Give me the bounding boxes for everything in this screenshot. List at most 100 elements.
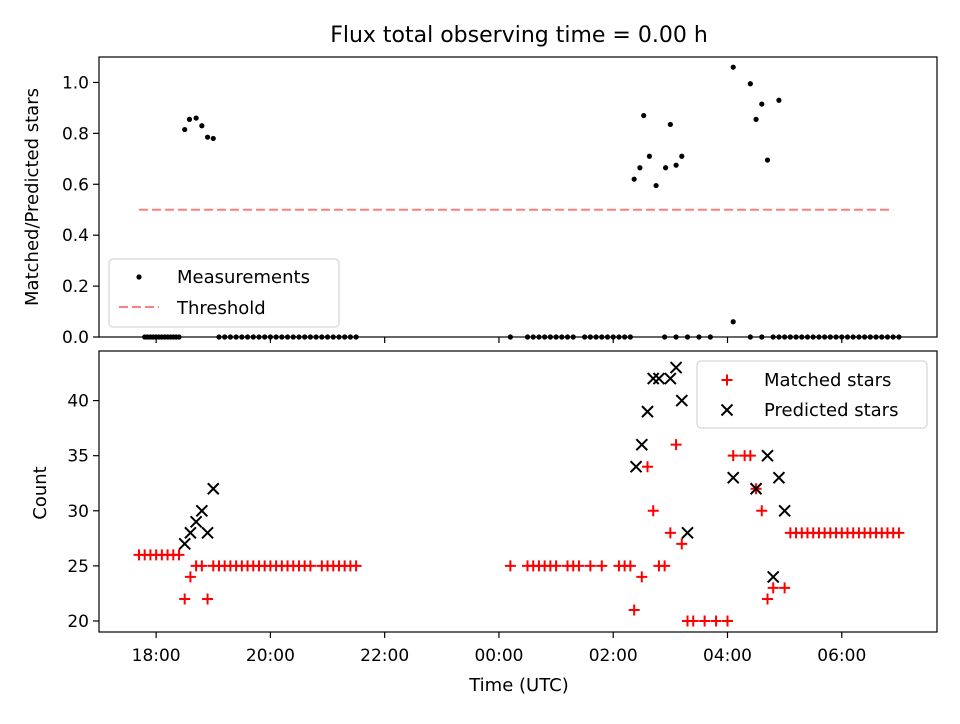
x-tick-label: 20:00: [246, 646, 295, 666]
measurement-point: [210, 135, 216, 142]
predicted-star-point: [635, 438, 649, 451]
matched-star-point: [767, 582, 779, 594]
x-axis: 18:00 20:00 22:00 00:00 02:00 04:00 06:00: [132, 646, 867, 666]
legend-predicted-marker: [720, 403, 734, 417]
matched-star-point: [584, 560, 596, 572]
bottom-y-axis-label: Count: [30, 466, 51, 519]
bottom-y-tick-label: 35: [67, 447, 89, 467]
x-axis-label: Time (UTC): [468, 675, 569, 696]
matched-star-point: [893, 527, 905, 539]
bottom-legend: Matched stars Predicted stars: [696, 360, 928, 429]
measurement-point: [186, 116, 193, 122]
matched-star-point: [727, 450, 739, 462]
bottom-y-tick-label: 25: [67, 557, 89, 577]
predicted-star-point: [207, 482, 220, 495]
predicted-star-point: [629, 460, 643, 473]
matched-star-point: [659, 560, 671, 572]
legend-matched-marker: [721, 374, 733, 386]
bottom-axes-frame: [98, 350, 938, 633]
x-tick-label: 06:00: [817, 646, 866, 666]
predicted-star-point: [664, 372, 677, 385]
predicted-star-point: [195, 504, 209, 517]
predicted-star-point: [201, 526, 214, 540]
predicted-star-point: [652, 372, 666, 385]
matched-star-point: [779, 582, 791, 594]
predicted-star-point: [772, 471, 786, 484]
predicted-star-point: [761, 449, 774, 462]
measurement-point: [653, 182, 659, 189]
matched-star-point: [756, 505, 768, 517]
measurement-point: [730, 319, 736, 325]
predicted-star-point: [184, 526, 197, 540]
predicted-star-point: [727, 471, 740, 484]
predicted-star-point: [641, 405, 654, 418]
measurement-point: [204, 134, 211, 140]
matched-star-point: [304, 560, 316, 572]
measurement-point: [730, 64, 736, 70]
matched-star-point: [722, 615, 733, 627]
matched-star-point: [710, 615, 722, 627]
matched-star-point: [173, 549, 185, 561]
measurement-point: [764, 157, 771, 163]
matched-star-point: [761, 593, 773, 605]
matched-star-point: [744, 450, 756, 462]
x-tick-label: 18:00: [132, 646, 181, 666]
matched-star-point: [670, 439, 682, 451]
legend-predicted-label: Predicted stars: [764, 400, 898, 421]
x-tick-label: 04:00: [703, 646, 752, 666]
x-tick-label: 02:00: [589, 646, 638, 666]
matched-star-point: [573, 560, 585, 572]
top-y-tick-label: 0.8: [62, 124, 89, 144]
matched-star-point: [179, 593, 191, 605]
matched-star-point: [628, 604, 640, 616]
measurement-point: [673, 162, 679, 168]
x-tick-label: 22:00: [360, 646, 409, 666]
predicted-star-point: [647, 372, 660, 385]
matched-star-point: [664, 527, 676, 539]
matched-star-point: [196, 560, 208, 572]
legend-threshold-label: Threshold: [176, 298, 266, 319]
x-tick-label: 00:00: [474, 646, 523, 666]
top-axes-frame: [98, 56, 938, 338]
measurement-point: [193, 115, 199, 121]
predicted-star-point: [778, 504, 791, 517]
top-y-tick-label: 0.0: [62, 328, 89, 348]
chart-title: Flux total observing time = 0.00 h: [330, 23, 708, 48]
legend-measurements-label: Measurements: [177, 267, 310, 288]
predicted-star-point: [178, 537, 191, 551]
bottom-y-tick-label: 40: [67, 392, 89, 412]
measurement-point: [667, 121, 673, 128]
predicted-star-point: [767, 570, 780, 584]
measurement-point: [679, 153, 685, 159]
top-y-tick-label: 0.6: [62, 175, 89, 195]
predicted-star-point: [189, 515, 203, 529]
predicted-star-point: [675, 394, 688, 407]
matched-star-point: [202, 593, 214, 605]
measurement-point: [663, 165, 669, 171]
top-legend-box: [108, 258, 340, 328]
top-legend: Measurements Threshold: [108, 258, 340, 328]
measurement-point: [747, 81, 753, 87]
matched-star-point: [636, 571, 648, 583]
matched-star-point: [350, 560, 362, 572]
bottom-y-axis: 20 25 30 35 40: [67, 392, 843, 638]
measurement-point: [641, 112, 647, 119]
measurement-point: [646, 153, 653, 159]
top-y-tick-label: 1.0: [62, 73, 89, 93]
measurement-point: [199, 123, 205, 129]
measurement-point: [759, 101, 765, 107]
top-panel: 0.0 0.2 0.4 0.6 0.8 1.0 Matched/Predicted sta…: [22, 56, 938, 348]
top-y-tick-label: 0.4: [62, 226, 89, 246]
predicted-star-point: [669, 361, 683, 374]
legend-measurement-marker: [136, 274, 142, 280]
measurement-point: [753, 116, 759, 122]
matched-star-point: [184, 571, 196, 583]
predicted-star-point: [681, 526, 694, 540]
matched-star-point: [504, 560, 516, 572]
bottom-y-tick-label: 30: [67, 502, 89, 522]
top-y-tick-label: 0.2: [62, 277, 89, 297]
matched-star-point: [647, 505, 659, 517]
bottom-plot-area: [133, 361, 905, 627]
top-y-axis: 0.0 0.2 0.4 0.6 0.8 1.0: [62, 73, 843, 348]
